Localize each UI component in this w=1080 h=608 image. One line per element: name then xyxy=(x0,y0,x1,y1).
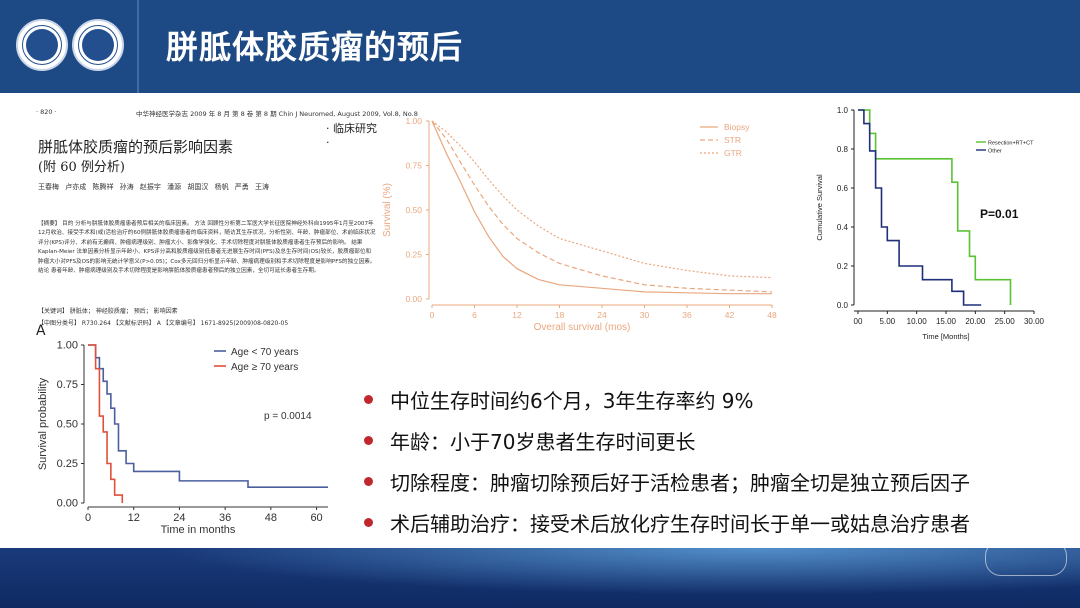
bullet-dot xyxy=(364,436,373,445)
y-tick-label: 1.00 xyxy=(405,116,422,126)
watermark-logo xyxy=(985,540,1067,576)
x-tick-label: 5.00 xyxy=(880,317,896,326)
x-tick-label: 36 xyxy=(219,512,231,524)
y-tick-label: 0.6 xyxy=(837,184,849,193)
y-tick-label: 0.50 xyxy=(57,419,78,431)
article-title: 胼胝体胶质瘤的预后影响因素 xyxy=(38,138,234,156)
y-tick-label: 0.25 xyxy=(405,250,422,260)
treatment-survival-chart: 0.0 0.2 0.4 0.6 0.8 1.0 00 5.00 10.00 15.00 20.00 2… xyxy=(812,100,1074,345)
x-tick-label: 0 xyxy=(430,310,435,320)
y-tick-label: 0.75 xyxy=(405,161,422,171)
resection-survival-chart: 0.00 0.25 0.50 0.75 1.00 0 6 12 18 24 30 36 42 48 Over… xyxy=(382,116,777,333)
legend-label: Resection+RT+CT xyxy=(988,141,1034,147)
x-tick-label: 48 xyxy=(265,512,277,524)
km-curve-resection xyxy=(858,109,1012,305)
treatment-survival-plot: 0.0 0.2 0.4 0.6 0.8 1.0 00 5.00 10.00 15.00 20.00 2… xyxy=(812,100,1074,345)
y-tick-label: 0.00 xyxy=(57,498,78,510)
article-classification: 【中图分类号】 R730.264 【文献标识码】 A 【文章编号】 1671-8… xyxy=(38,320,289,327)
article-authors: 王春梅 卢亦成 陈腾祥 孙涛 赵振宇 潘源 胡国汉 杨帆 严勇 王涛 xyxy=(38,183,270,191)
x-tick-label: 0 xyxy=(85,512,91,524)
y-tick-label: 0.8 xyxy=(837,145,849,154)
x-tick-label: 48 xyxy=(767,310,777,320)
x-tick-label: 12 xyxy=(512,310,522,320)
x-tick-label: 6 xyxy=(472,310,477,320)
panel-label: A xyxy=(36,323,46,339)
y-tick-label: 0.2 xyxy=(837,262,849,271)
x-tick-label: 18 xyxy=(555,310,565,320)
x-axis-label: Overall survival (mos) xyxy=(534,322,631,333)
overall-survival-plot: 0.00 0.25 0.50 0.75 1.00 0 6 12 18 24 30 36 42 48 Over… xyxy=(378,107,788,345)
page-header-left: · 820 · xyxy=(36,108,57,116)
x-tick-label: 60 xyxy=(310,512,322,524)
y-tick-label: 0.50 xyxy=(405,205,422,215)
x-tick-label: 12 xyxy=(128,512,140,524)
p-value-annotation: p = 0.0014 xyxy=(264,411,312,422)
hospital-logo xyxy=(72,19,124,71)
y-tick-label: 1.00 xyxy=(57,340,78,352)
x-tick-label: 24 xyxy=(173,512,185,524)
x-axis-label: Time in months xyxy=(161,524,236,536)
survival-curve-str xyxy=(431,120,773,293)
km-curve-other xyxy=(858,109,982,306)
y-tick-label: 0.0 xyxy=(837,301,849,310)
age-survival-chart: 0.00 0.25 0.50 0.75 1.00 0 12 24 36 48 60 Time in m… xyxy=(37,340,328,536)
p-value-annotation: P=0.01 xyxy=(980,207,1019,221)
legend-label: Biopsy xyxy=(724,122,750,132)
y-axis-label: Survival (%) xyxy=(382,183,393,237)
x-tick-label: 15.00 xyxy=(936,317,957,326)
legend-label: STR xyxy=(724,135,741,145)
y-tick-label: 0.4 xyxy=(837,223,849,232)
journal-header: 中华神经医学杂志 2009 年 8 月 第 8 卷 第 8 期 Chin J N… xyxy=(136,110,418,118)
y-tick-label: 1.0 xyxy=(837,106,849,115)
km-curve-over-70 xyxy=(88,344,124,503)
journal-article-excerpt: · 820 · 中华神经医学杂志 2009 年 8 月 第 8 卷 第 8 期 … xyxy=(28,100,418,332)
bullet-dot xyxy=(364,477,373,486)
y-axis-label: Survival probability xyxy=(37,377,49,470)
x-tick-label: 42 xyxy=(725,310,735,320)
y-tick-label: 0.25 xyxy=(57,458,78,470)
university-logo xyxy=(16,19,68,71)
x-tick-label: 30.00 xyxy=(1024,317,1045,326)
legend-label: GTR xyxy=(724,148,742,158)
slide-header: 胼胝体胶质瘤的预后 xyxy=(0,0,1080,93)
x-axis-label: Time [Months] xyxy=(922,332,969,341)
survival-curve-biopsy xyxy=(431,120,772,295)
article-keywords: 【关键词】 胼胝体； 神经胶质瘤； 预后； 影响因素 xyxy=(38,308,178,315)
bullet-dot xyxy=(364,518,373,527)
legend-label: Age < 70 years xyxy=(231,347,299,358)
x-tick-label: 30 xyxy=(640,310,650,320)
plot-background xyxy=(812,100,1074,345)
article-abstract: 【摘要】 目的 分析与胼胝体胶质瘤患者预后相关的临床因素。 方法 回顾性分析第二… xyxy=(38,221,376,275)
y-axis-label: Cumulative Survival xyxy=(815,174,824,241)
header-divider xyxy=(137,0,139,93)
article-section: · 临床研究 · xyxy=(326,122,377,149)
y-tick-label: 0.00 xyxy=(405,294,422,304)
slide-footer xyxy=(0,548,1080,608)
legend-label: Other xyxy=(988,149,1002,155)
slide-title: 胼胝体胶质瘤的预后 xyxy=(166,28,464,66)
x-tick-label: 10.00 xyxy=(907,317,928,326)
x-tick-label: 20.00 xyxy=(965,317,986,326)
legend-label: Age ≥ 70 years xyxy=(231,362,298,373)
km-plot-age: A 0.00 0.25 0.50 0.75 1.00 0 12 24 36 48 60 Time in… xyxy=(28,323,344,541)
x-tick-label: 00 xyxy=(854,317,863,326)
x-tick-label: 24 xyxy=(597,310,607,320)
y-tick-label: 0.75 xyxy=(57,379,78,391)
article-subtitle: (附 60 例分析) xyxy=(38,160,125,175)
bullet-dot xyxy=(364,395,373,404)
survival-curve-gtr xyxy=(431,120,773,279)
x-tick-label: 25.00 xyxy=(995,317,1016,326)
km-curve-under-70 xyxy=(88,344,328,488)
x-tick-label: 36 xyxy=(682,310,692,320)
